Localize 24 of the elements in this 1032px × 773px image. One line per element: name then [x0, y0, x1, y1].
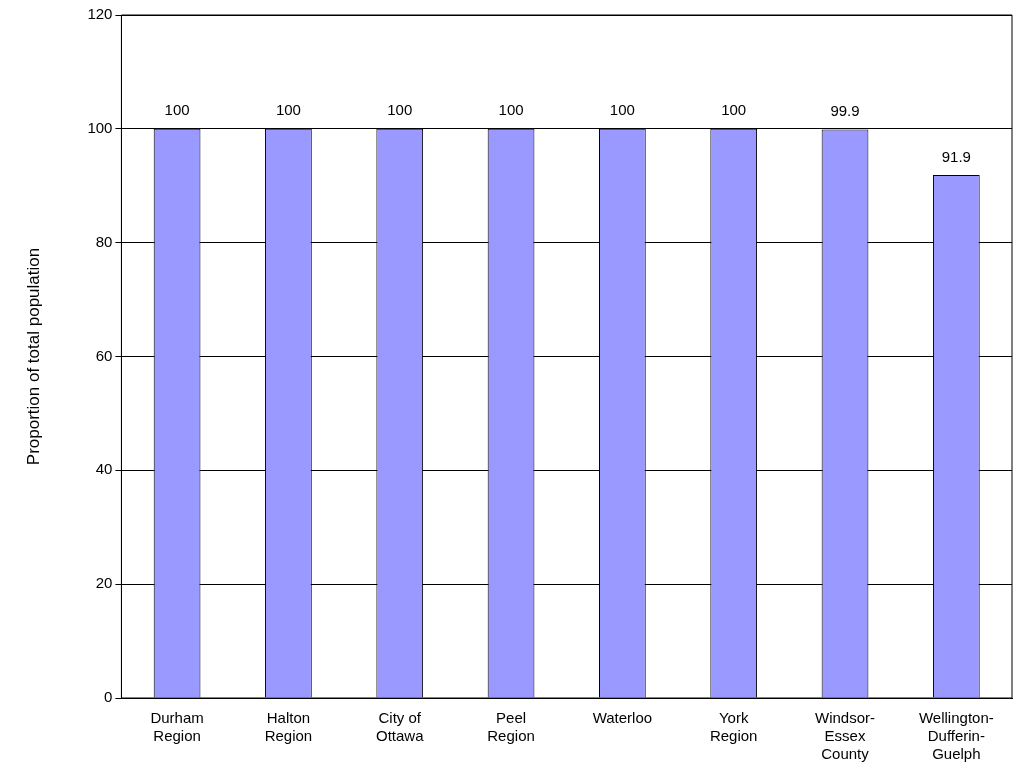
y-tick-label: 100 — [87, 118, 113, 136]
data-label: 100 — [721, 101, 747, 119]
data-label: 100 — [498, 101, 524, 119]
y-axis-title: Proportion of total population — [23, 247, 43, 466]
y-tick-label: 120 — [87, 5, 113, 23]
y-tick-label: 20 — [95, 574, 113, 592]
x-tick-label: City of Ottawa — [375, 709, 425, 745]
data-label: 100 — [387, 101, 413, 119]
x-tick-label: Peel Region — [487, 709, 535, 745]
y-tick-label: 0 — [104, 688, 113, 706]
x-tick-label: Waterloo — [592, 709, 653, 727]
x-tick-label: Durham Region — [150, 709, 204, 745]
y-tick-label: 60 — [95, 346, 113, 364]
data-label: 100 — [164, 101, 190, 119]
data-label: 99.9 — [830, 102, 860, 120]
x-tick-label: York Region — [709, 709, 758, 745]
data-label: 100 — [609, 101, 635, 119]
data-label: 100 — [275, 101, 301, 119]
y-tick-label: 80 — [95, 232, 113, 250]
x-tick-label: Wellington-Dufferin-Guelph — [918, 709, 994, 763]
y-tick-label: 40 — [95, 460, 113, 478]
data-label: 91.9 — [941, 147, 971, 165]
x-tick-label: Windsor-Essex County — [815, 709, 876, 763]
x-tick-label: Halton Region — [264, 709, 313, 745]
